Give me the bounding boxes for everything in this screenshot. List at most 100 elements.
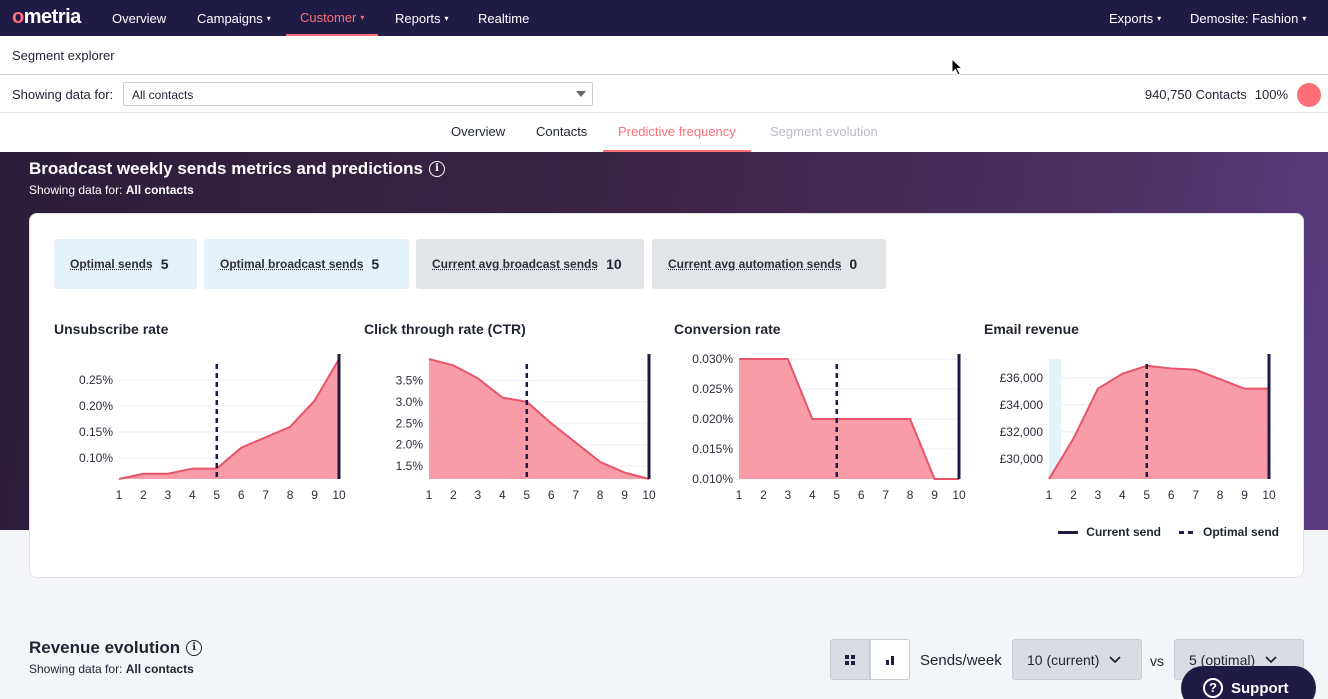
subtitle-prefix: Showing data for: — [29, 183, 123, 197]
legend-optimal-send: Optimal send — [1178, 525, 1279, 539]
y-tick-label: £32,000 — [1000, 425, 1044, 439]
info-icon[interactable]: i — [428, 161, 445, 177]
y-tick-label: 0.15% — [79, 425, 113, 439]
grid-view-toggle[interactable] — [830, 639, 870, 680]
mouse-cursor-icon — [951, 58, 964, 76]
x-tick-label: 1 — [426, 488, 433, 502]
y-tick-label: 3.5% — [396, 373, 424, 387]
site-switcher[interactable]: Demosite: Fashion ▾ — [1190, 0, 1306, 36]
x-tick-label: 9 — [311, 488, 318, 502]
x-tick-label: 1 — [1046, 488, 1053, 502]
y-tick-label: 2.5% — [396, 416, 424, 430]
tab-contacts[interactable]: Contacts — [536, 124, 588, 139]
y-tick-label: 0.010% — [692, 472, 733, 486]
tab-overview[interactable]: Overview — [451, 124, 506, 139]
y-tick-label: 2.0% — [396, 438, 424, 452]
legend-current-send: Current send — [1058, 525, 1161, 539]
metric-value: 10 — [606, 256, 622, 272]
ometria-logo[interactable]: ometria — [12, 6, 81, 29]
x-tick-label: 2 — [140, 488, 147, 502]
series-line — [118, 358, 340, 480]
metric-optimal-broadcast-sends: Optimal broadcast sends 5 — [204, 239, 409, 289]
x-tick-label: 7 — [262, 488, 269, 502]
unsubscribe-rate-chart: 0.10% 0.15% 0.20% 0.25% 1 2 3 4 5 6 7 8 9 10 — [79, 354, 346, 502]
x-tick-label: 3 — [165, 488, 172, 502]
help-icon: ? — [1203, 678, 1223, 698]
tab-segment-evolution: Segment evolution — [770, 124, 878, 139]
metric-value: 5 — [371, 256, 380, 272]
y-tick-label: 3.0% — [396, 395, 424, 409]
segment-select[interactable]: All contacts — [123, 82, 593, 106]
sends-week-label: Sends/week — [920, 652, 1002, 669]
nav-realtime[interactable]: Realtime — [478, 0, 529, 36]
tab-predictive-frequency[interactable]: Predictive frequency — [603, 113, 751, 152]
x-tick-label: 3 — [1095, 488, 1102, 502]
x-tick-label: 6 — [858, 488, 865, 502]
area-fill — [1049, 365, 1269, 479]
series-line — [428, 358, 650, 480]
chart-title-unsubscribe: Unsubscribe rate — [54, 321, 169, 337]
legend-label: Current send — [1086, 525, 1161, 539]
chart-title-ctr: Click through rate (CTR) — [364, 321, 526, 337]
y-tick-label: 0.25% — [79, 373, 113, 387]
info-icon[interactable]: i — [186, 640, 203, 656]
x-tick-label: 9 — [621, 488, 628, 502]
logo-text: metria — [23, 6, 82, 28]
legend-label: Optimal send — [1202, 525, 1279, 539]
chevron-down-icon — [1265, 655, 1277, 663]
metric-label[interactable]: Optimal sends — [70, 257, 153, 271]
caret-down-icon: ▾ — [444, 13, 449, 23]
x-tick-label: 6 — [1168, 488, 1175, 502]
nav-reports[interactable]: Reports ▾ — [395, 0, 449, 36]
x-tick-label: 4 — [189, 488, 196, 502]
page-title: Segment explorer — [12, 48, 115, 63]
section-title-text: Broadcast weekly sends metrics and predi… — [29, 159, 423, 178]
section-subtitle: Showing data for: All contacts — [29, 183, 194, 197]
dropdown-value: 5 (optimal) — [1189, 651, 1256, 668]
y-tick-label: £34,000 — [1000, 398, 1044, 412]
x-tick-label: 2 — [450, 488, 457, 502]
metric-current-broadcast-sends: Current avg broadcast sends 10 — [416, 239, 644, 289]
chart-title-conversion: Conversion rate — [674, 321, 781, 337]
area-fill — [429, 359, 649, 479]
y-tick-label: 0.030% — [692, 352, 733, 366]
nav-label: Campaigns — [197, 10, 263, 26]
metric-label[interactable]: Optimal broadcast sends — [220, 257, 364, 271]
nav-customer[interactable]: Customer ▾ — [286, 0, 379, 36]
dropdown-arrow-icon — [576, 91, 586, 97]
highlight-band — [1049, 359, 1062, 479]
subtitle-prefix: Showing data for: — [29, 662, 123, 676]
logo-mark: o — [12, 6, 24, 28]
x-tick-label: 10 — [1262, 488, 1276, 502]
x-tick-label: 8 — [907, 488, 914, 502]
chart-title-revenue: Email revenue — [984, 321, 1079, 337]
x-tick-label: 5 — [833, 488, 840, 502]
nav-campaigns[interactable]: Campaigns ▾ — [197, 0, 271, 36]
x-tick-label: 4 — [1119, 488, 1126, 502]
y-tick-label: 0.10% — [79, 451, 113, 465]
filter-bar: Showing data for: All contacts 940,750 C… — [0, 75, 1328, 113]
current-sends-dropdown[interactable]: 10 (current) — [1012, 639, 1142, 680]
section-subtitle: Showing data for: All contacts — [29, 662, 194, 676]
x-tick-label: 9 — [1241, 488, 1248, 502]
metric-label[interactable]: Current avg automation sends — [668, 257, 842, 271]
caret-down-icon: ▾ — [1157, 13, 1162, 23]
x-tick-label: 6 — [238, 488, 245, 502]
y-tick-label: £36,000 — [1000, 371, 1044, 385]
x-tick-label: 8 — [597, 488, 604, 502]
x-tick-label: 7 — [572, 488, 579, 502]
nav-overview[interactable]: Overview — [112, 0, 166, 36]
x-tick-label: 3 — [785, 488, 792, 502]
metric-label[interactable]: Current avg broadcast sends — [432, 257, 599, 271]
x-tick-label: 8 — [287, 488, 294, 502]
top-navigation: ometria Overview Campaigns ▾ Customer ▾ Re… — [0, 0, 1328, 36]
chart-view-toggle[interactable] — [870, 639, 910, 680]
support-button[interactable]: ? Support — [1181, 666, 1316, 699]
filter-label: Showing data for: — [12, 87, 114, 102]
series-line — [1048, 364, 1269, 480]
grid-icon — [845, 654, 855, 665]
nav-exports[interactable]: Exports ▾ — [1109, 0, 1161, 36]
series-line — [739, 358, 959, 480]
x-tick-label: 7 — [882, 488, 889, 502]
section-title: Broadcast weekly sends metrics and predi… — [29, 159, 445, 179]
